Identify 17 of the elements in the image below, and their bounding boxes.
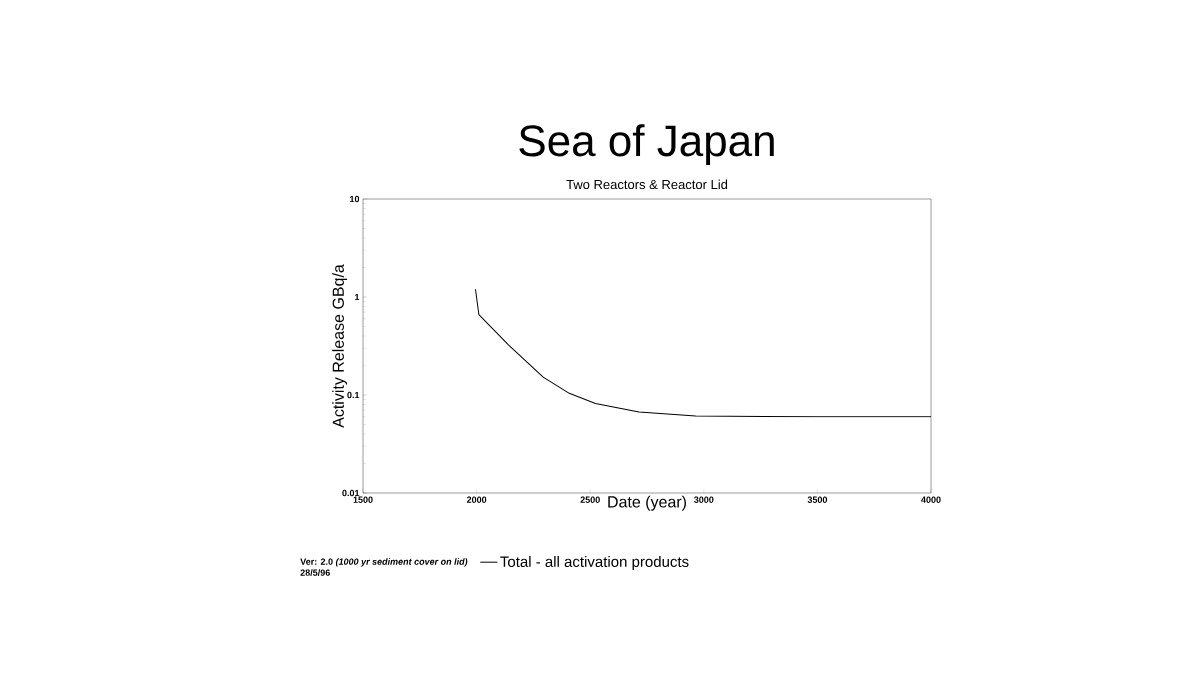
x-tick-label: 1500 (353, 496, 373, 503)
chart-title: Sea of Japan (519, 124, 774, 166)
chart-subtitle: Two Reactors & Reactor Lid (566, 179, 728, 190)
text: 28/5/96 (300, 569, 330, 576)
y-tick-label: 0.1 (347, 391, 360, 399)
x-axis-title: Date (year) (608, 495, 686, 511)
x-tick-label: 4000 (921, 496, 941, 503)
x-tick-label: 2000 (466, 496, 487, 503)
y-axis-title: Activity Release GBq/a (332, 264, 348, 428)
y-tick-label: 0.01 (342, 489, 360, 497)
text: Ver: 2.0 (1000 yr sediment cover on lid) (300, 558, 468, 567)
y-tick-label: 1 (355, 293, 360, 301)
y-tick-label: 10 (350, 195, 360, 203)
x-tick-label: 3000 (694, 496, 714, 503)
x-tick-label: 2500 (580, 496, 600, 503)
x-tick-label: 3500 (807, 496, 828, 503)
legend-label: Total - all activation products (500, 556, 689, 570)
